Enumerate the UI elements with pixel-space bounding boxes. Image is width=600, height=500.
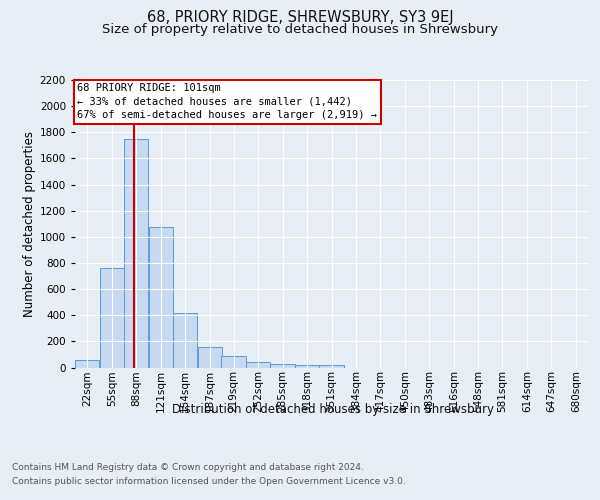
Bar [197,347,222,368]
Text: 68 PRIORY RIDGE: 101sqm
← 33% of detached houses are smaller (1,442)
67% of semi: 68 PRIORY RIDGE: 101sqm ← 33% of detache… [77,84,377,120]
Text: Size of property relative to detached houses in Shrewsbury: Size of property relative to detached ho… [102,22,498,36]
Text: Contains public sector information licensed under the Open Government Licence v3: Contains public sector information licen… [12,478,406,486]
Bar [221,356,245,368]
Bar [100,268,124,368]
Y-axis label: Number of detached properties: Number of detached properties [23,130,35,317]
Text: Contains HM Land Registry data © Crown copyright and database right 2024.: Contains HM Land Registry data © Crown c… [12,462,364,471]
Bar [246,362,270,368]
Bar [271,364,295,368]
Bar [295,365,319,368]
Text: 68, PRIORY RIDGE, SHREWSBURY, SY3 9EJ: 68, PRIORY RIDGE, SHREWSBURY, SY3 9EJ [146,10,454,25]
Text: Distribution of detached houses by size in Shrewsbury: Distribution of detached houses by size … [172,402,494,415]
Bar [173,312,197,368]
Bar [75,360,100,368]
Bar [124,139,148,368]
Bar [319,365,344,368]
Bar [149,227,173,368]
